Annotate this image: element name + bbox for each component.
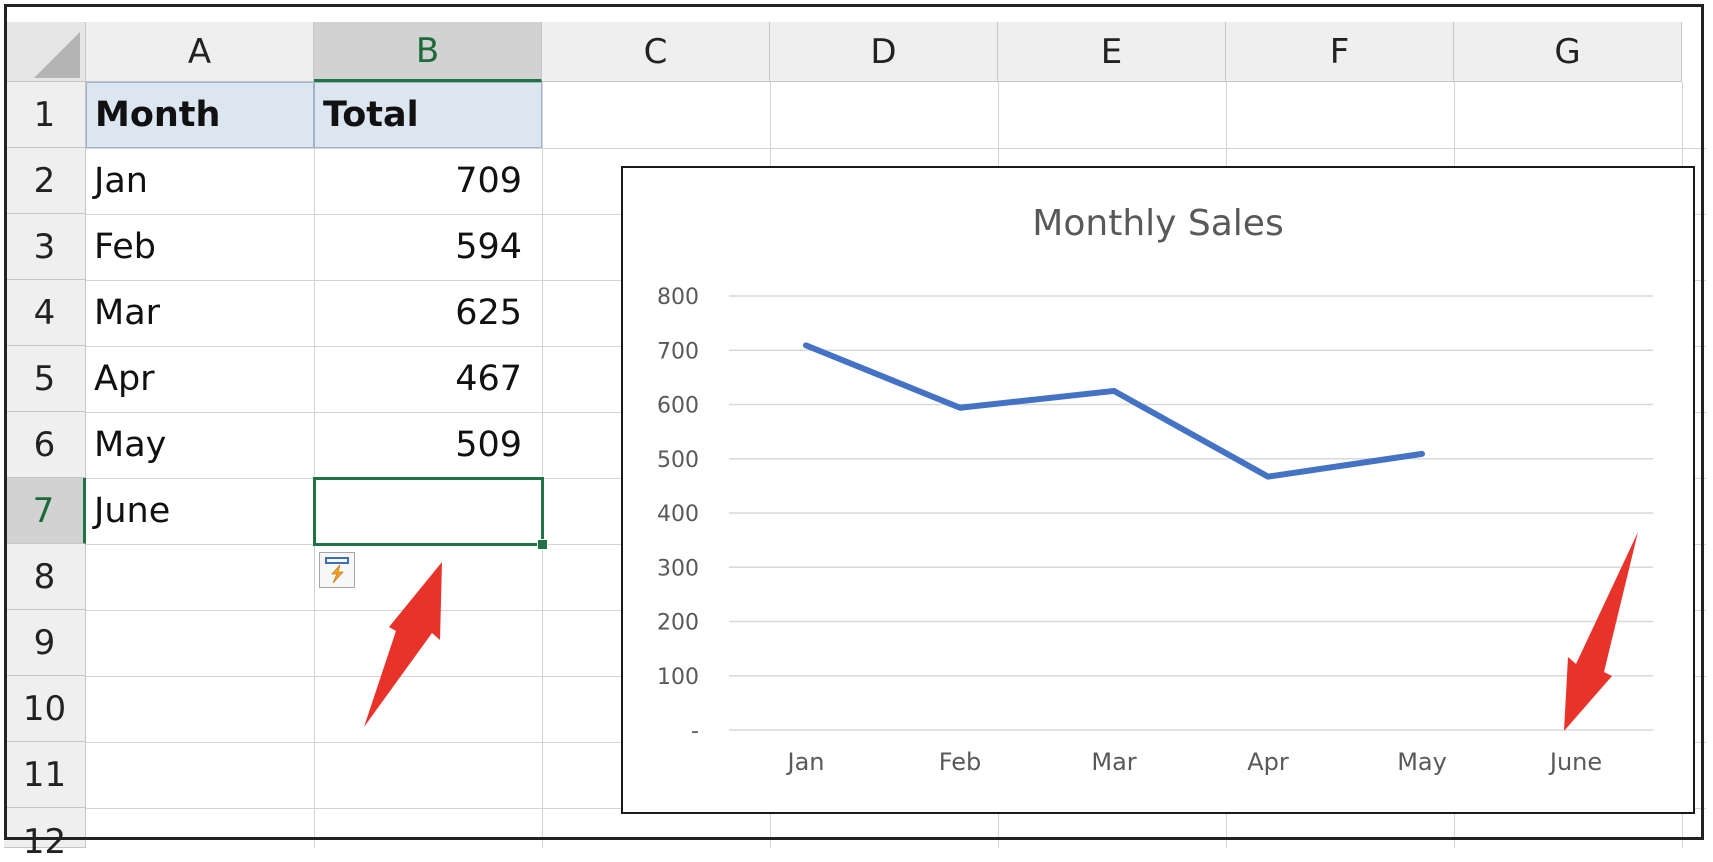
column-header-d[interactable]: D	[770, 22, 998, 82]
chart-canvas: Monthly Sales - 100 200 300 400 500 600 700 800 Ja…	[657, 203, 1653, 776]
cell-a7[interactable]: June	[94, 491, 171, 531]
cell-a6[interactable]: May	[94, 425, 167, 465]
cell-b3[interactable]: 594	[455, 227, 522, 267]
row-header-6[interactable]: 6	[4, 412, 86, 478]
y-tick-label: 300	[657, 556, 699, 581]
cell-a2[interactable]: Jan	[94, 161, 148, 201]
cell-b2[interactable]: 709	[455, 161, 522, 201]
gridline-vertical	[314, 82, 315, 848]
row-header-12[interactable]: 12	[4, 808, 86, 862]
y-tick-label: 500	[657, 448, 699, 473]
column-header-f[interactable]: F	[1226, 22, 1454, 82]
x-tick-label: June	[1548, 748, 1602, 776]
series-line	[803, 342, 1425, 480]
chart-title: Monthly Sales	[1032, 203, 1283, 244]
gridline-horizontal	[86, 148, 1706, 149]
cell-b1-total-header[interactable]: Total	[314, 82, 542, 148]
cell-b5[interactable]: 467	[455, 359, 522, 399]
column-header-b[interactable]: B	[314, 22, 542, 82]
x-tick-label: Jan	[786, 748, 825, 776]
flash-fill-icon	[325, 557, 349, 584]
monthly-sales-chart[interactable]: Monthly Sales - 100 200 300 400 500 600 700 800 Ja…	[621, 166, 1695, 814]
row-header-10[interactable]: 10	[4, 676, 86, 742]
y-tick-label: 800	[657, 285, 699, 310]
cell-b4[interactable]: 625	[455, 293, 522, 333]
cell-a3[interactable]: Feb	[94, 227, 156, 267]
fill-handle[interactable]	[537, 539, 548, 550]
row-header-5[interactable]: 5	[4, 346, 86, 412]
flash-fill-options-button[interactable]	[319, 552, 355, 588]
select-all-triangle-icon	[34, 32, 80, 78]
column-header-a[interactable]: A	[86, 22, 314, 82]
x-tick-label: May	[1397, 748, 1447, 776]
x-tick-label: Feb	[939, 748, 982, 776]
row-header-2[interactable]: 2	[4, 148, 86, 214]
y-tick-label: 600	[657, 394, 699, 419]
y-tick-label: -	[691, 719, 699, 744]
row-header-3[interactable]: 3	[4, 214, 86, 280]
x-tick-label: Apr	[1247, 748, 1289, 776]
column-header-e[interactable]: E	[998, 22, 1226, 82]
cell-a4[interactable]: Mar	[94, 293, 161, 333]
column-header-g[interactable]: G	[1454, 22, 1682, 82]
row-header-9[interactable]: 9	[4, 610, 86, 676]
column-header-c[interactable]: C	[542, 22, 770, 82]
cell-a1-month-header[interactable]: Month	[86, 82, 314, 148]
select-all-corner[interactable]	[4, 22, 86, 82]
x-tick-label: Mar	[1091, 748, 1136, 776]
row-header-4[interactable]: 4	[4, 280, 86, 346]
row-header-7[interactable]: 7	[4, 478, 86, 544]
y-tick-label: 200	[657, 611, 699, 636]
active-cell-border	[313, 477, 544, 546]
gridline-vertical	[542, 82, 543, 848]
cell-a5[interactable]: Apr	[94, 359, 155, 399]
y-tick-label: 400	[657, 502, 699, 527]
y-tick-label: 700	[657, 339, 699, 364]
row-header-1[interactable]: 1	[4, 82, 86, 148]
row-header-8[interactable]: 8	[4, 544, 86, 610]
y-tick-label: 100	[657, 665, 699, 690]
row-header-11[interactable]: 11	[4, 742, 86, 808]
cell-b6[interactable]: 509	[455, 425, 522, 465]
red-arrow-up-icon	[364, 562, 442, 727]
